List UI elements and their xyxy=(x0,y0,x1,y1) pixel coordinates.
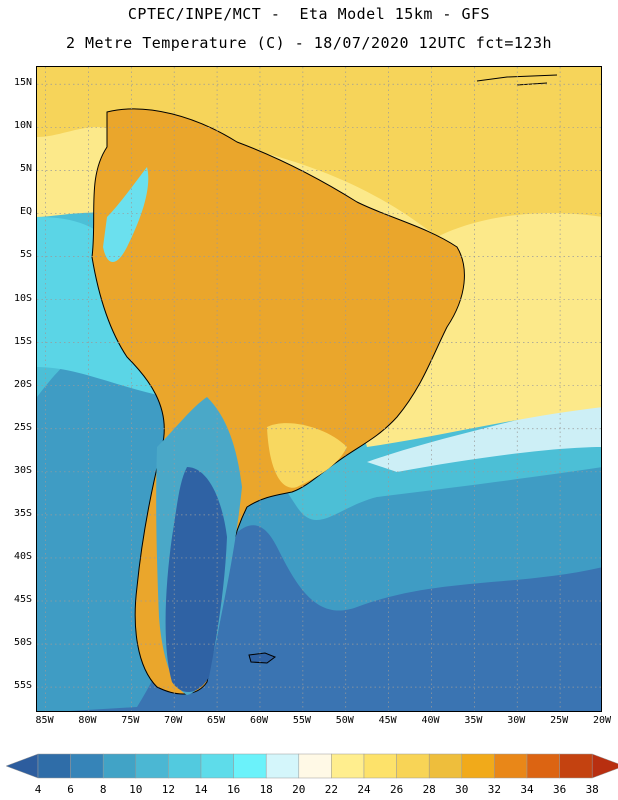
longitude-tick-label: 50W xyxy=(335,715,354,726)
temperature-map xyxy=(36,66,602,712)
legend-tick-label: 32 xyxy=(487,783,502,796)
legend-color-box xyxy=(363,753,397,779)
latitude-tick-label: 15S xyxy=(13,335,32,347)
latitude-tick-label: 50S xyxy=(13,637,32,649)
legend-tick-label: 24 xyxy=(357,783,371,796)
legend-color-box xyxy=(428,753,463,779)
latitude-tick-label: 30S xyxy=(13,464,32,476)
latitude-tick-label: 25S xyxy=(13,421,32,433)
hot-ocean-field xyxy=(37,67,601,237)
legend-color-box xyxy=(135,753,169,779)
longitude-tick-label: 40W xyxy=(421,715,440,726)
legend-color-box xyxy=(494,753,528,779)
legend-color-box xyxy=(298,753,332,779)
legend-tick-label: 12 xyxy=(161,783,176,796)
latitude-tick-label: 20S xyxy=(13,378,32,390)
legend-tick-label: 26 xyxy=(389,783,404,796)
legend-color-box xyxy=(265,753,300,779)
longitude-tick-label: 70W xyxy=(164,715,183,726)
legend-tick-label: 8 xyxy=(99,783,107,796)
legend-color-box xyxy=(559,753,593,779)
chart-subtitle: 2 Metre Temperature (C) - 18/07/2020 12U… xyxy=(65,34,553,52)
longitude-tick-label: 55W xyxy=(292,715,311,726)
southeast-cool xyxy=(267,423,347,488)
latitude-tick-label: 55S xyxy=(13,680,32,692)
legend-tick-label: 36 xyxy=(552,783,567,796)
legend-color-box xyxy=(168,753,202,779)
legend-color-box xyxy=(102,753,137,779)
latitude-tick-label: 10N xyxy=(13,120,32,132)
legend-tick-label: 18 xyxy=(259,783,273,796)
longitude-tick-label: 20W xyxy=(592,715,612,726)
latitude-tick-label: EQ xyxy=(19,206,32,218)
legend-tick-label: 4 xyxy=(34,783,42,796)
legend-tick-label: 34 xyxy=(520,783,534,796)
longitude-tick-label: 25W xyxy=(550,715,569,726)
legend-under-arrow xyxy=(5,753,39,779)
longitude-tick-label: 75W xyxy=(121,715,140,726)
legend-color-box xyxy=(200,753,234,779)
legend-tick-label: 10 xyxy=(129,783,143,796)
latitude-tick-label: 5N xyxy=(19,163,32,175)
legend-over-arrow xyxy=(591,753,618,779)
legend-tick-label: 30 xyxy=(455,783,469,796)
legend-color-box xyxy=(526,753,560,779)
longitude-tick-label: 35W xyxy=(464,715,483,726)
legend-tick-label: 20 xyxy=(292,783,306,796)
latitude-tick-label: 35S xyxy=(13,507,32,519)
map-canvas xyxy=(37,67,601,711)
legend-color-box xyxy=(461,753,495,779)
latitude-tick-label: 10S xyxy=(13,292,32,304)
andes-north-cool xyxy=(103,167,149,262)
falkland-islands xyxy=(248,652,277,664)
legend-tick-label: 16 xyxy=(226,783,241,796)
legend-color-box xyxy=(233,753,267,779)
color-legend xyxy=(5,753,618,779)
legend-color-box xyxy=(70,753,104,779)
chart-title: CPTEC/INPE/MCT - Eta Model 15km - GFS xyxy=(127,5,491,23)
latitude-tick-label: 15N xyxy=(13,77,32,89)
legend-tick-label: 22 xyxy=(324,783,339,796)
legend-color-box xyxy=(331,753,365,779)
latitude-tick-label: 5S xyxy=(19,249,32,261)
latitude-tick-label: 45S xyxy=(13,594,32,606)
legend-color-box xyxy=(37,753,71,779)
longitude-tick-label: 60W xyxy=(249,715,268,726)
longitude-tick-label: 65W xyxy=(207,715,226,726)
patagonia-cold xyxy=(165,467,227,693)
legend-color-box xyxy=(396,753,430,779)
legend-tick-label: 28 xyxy=(422,783,436,796)
longitude-tick-label: 30W xyxy=(507,715,526,726)
pale-ocean-field xyxy=(367,397,601,472)
longitude-tick-label: 85W xyxy=(35,715,54,726)
legend-tick-label: 6 xyxy=(67,783,74,796)
latitude-tick-label: 40S xyxy=(13,550,32,562)
legend-tick-label: 38 xyxy=(585,783,599,796)
longitude-tick-label: 45W xyxy=(378,715,397,726)
longitude-tick-label: 80W xyxy=(78,715,97,726)
legend-tick-label: 14 xyxy=(194,783,208,796)
